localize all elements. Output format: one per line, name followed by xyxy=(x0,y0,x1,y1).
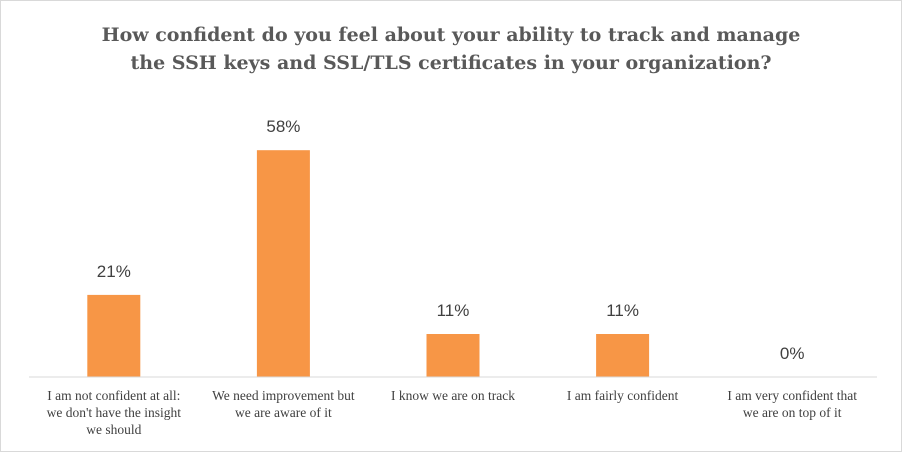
data-label-3: 11% xyxy=(437,301,470,320)
bar-1 xyxy=(87,294,141,377)
category-label-4: I am fairly confident xyxy=(567,388,679,403)
chart-title-line-1: How confident do you feel about your abi… xyxy=(101,24,801,46)
bar-4 xyxy=(596,334,650,377)
data-label-1: 21% xyxy=(97,262,131,281)
category-label-2: We need improvement but we are aware of i… xyxy=(212,388,355,420)
data-label-5: 0% xyxy=(780,344,805,363)
bar-2 xyxy=(256,150,310,377)
category-label-5: I am very confident that we are on top of… xyxy=(727,388,857,420)
data-label-4: 11% xyxy=(606,301,639,320)
bar-3 xyxy=(426,334,480,377)
chart-title-line-2: the SSH keys and SSL/TLS certificates in… xyxy=(130,52,772,74)
category-label-1: I am not confident at all: we don't have … xyxy=(47,388,182,437)
chart-title: How confident do you feel about your abi… xyxy=(1,21,901,77)
category-label-3: I know we are on track xyxy=(391,388,515,403)
data-label-2: 58% xyxy=(266,117,300,136)
